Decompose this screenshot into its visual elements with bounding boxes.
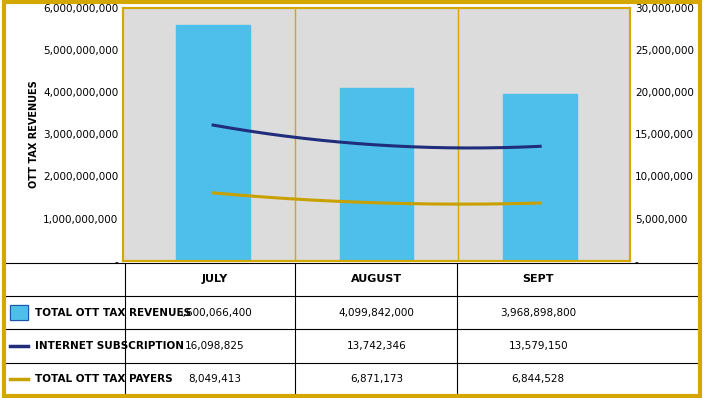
Text: 4,099,842,000: 4,099,842,000	[339, 308, 415, 318]
Text: 6,844,528: 6,844,528	[512, 375, 565, 384]
Text: 5,600,066,400: 5,600,066,400	[177, 308, 253, 318]
FancyBboxPatch shape	[11, 305, 28, 320]
Text: TOTAL OTT TAX PAYERS: TOTAL OTT TAX PAYERS	[35, 375, 172, 384]
Bar	[503, 94, 577, 261]
Y-axis label: OTT TAX REVENUES: OTT TAX REVENUES	[29, 80, 39, 188]
Text: 8,049,413: 8,049,413	[188, 375, 241, 384]
Text: 6,871,173: 6,871,173	[350, 375, 403, 384]
Bar	[340, 88, 413, 261]
Text: 13,579,150: 13,579,150	[508, 341, 568, 351]
Text: AUGUST: AUGUST	[351, 274, 402, 284]
Text: JULY: JULY	[201, 274, 227, 284]
Bar	[176, 25, 250, 261]
Text: SEPT: SEPT	[522, 274, 554, 284]
Text: 16,098,825: 16,098,825	[184, 341, 244, 351]
Text: 13,742,346: 13,742,346	[346, 341, 406, 351]
Text: 3,968,898,800: 3,968,898,800	[501, 308, 577, 318]
Text: INTERNET SUBSCRIPTION: INTERNET SUBSCRIPTION	[35, 341, 184, 351]
Text: TOTAL OTT TAX REVENUES: TOTAL OTT TAX REVENUES	[35, 308, 191, 318]
